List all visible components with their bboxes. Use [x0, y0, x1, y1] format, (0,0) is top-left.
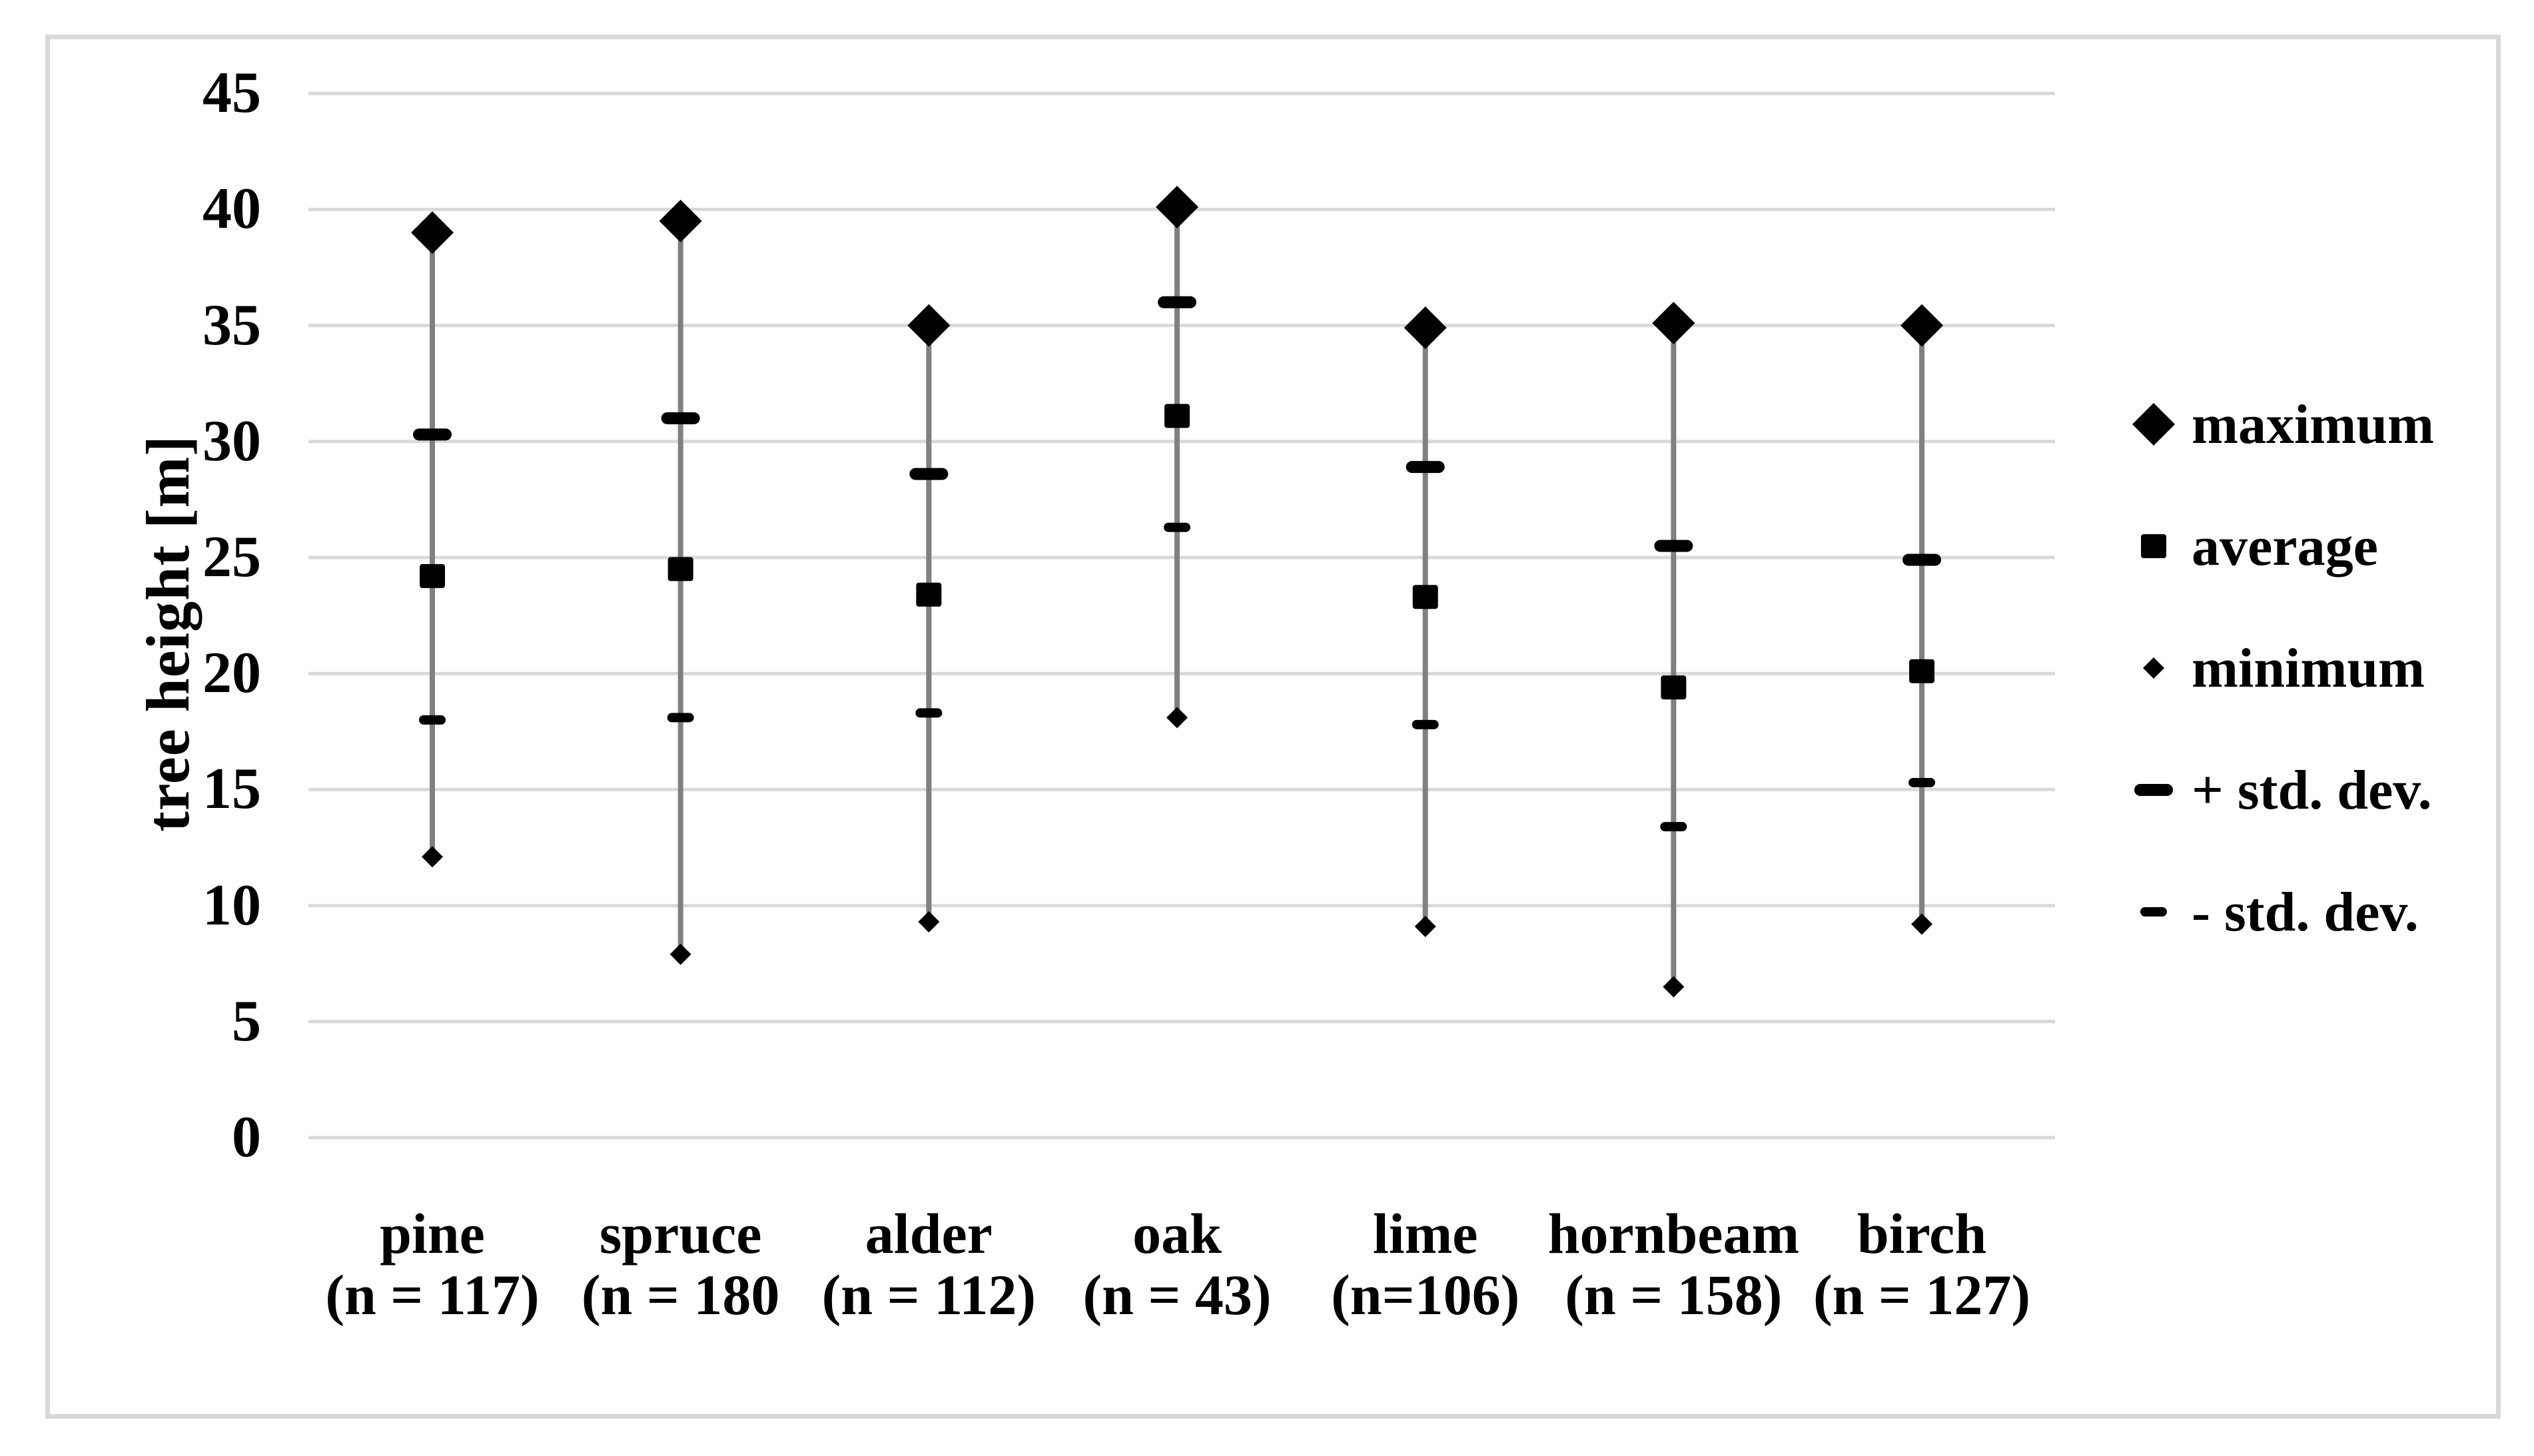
category-sample-size: (n = 117) — [325, 1263, 540, 1327]
y-tick-label-20: 20 — [203, 641, 261, 706]
category-name: pine — [380, 1202, 485, 1266]
y-tick-label-0: 0 — [232, 1105, 261, 1170]
category-series-birch — [1900, 304, 1944, 935]
category-label-birch: birch (n = 127) — [1782, 1203, 2062, 1325]
marker-std-dev-lime — [1406, 461, 1445, 474]
dash-thick-icon — [2115, 763, 2192, 817]
marker-minimum-lime — [1414, 915, 1436, 937]
square-icon — [2115, 520, 2192, 573]
category-name: spruce — [599, 1202, 762, 1266]
marker-average-pine — [420, 563, 445, 588]
legend-label: maximum — [2192, 393, 2434, 456]
dash-thin-icon — [2115, 885, 2192, 938]
marker-std-dev-pine — [419, 715, 446, 725]
marker-std-dev-pine — [413, 428, 452, 441]
gridlines — [308, 91, 2055, 1140]
marker-minimum-hornbeam — [1663, 976, 1685, 998]
category-series-alder — [907, 304, 951, 932]
marker-std-dev-birch — [1902, 553, 1942, 566]
legend-marker-shape-dash-thin — [2140, 907, 2167, 916]
legend-item-average: average — [2115, 506, 2528, 586]
marker-minimum-birch — [1911, 913, 1933, 935]
category-series-lime — [1404, 306, 1447, 937]
marker-minimum-oak — [1166, 707, 1188, 729]
y-tick-label-25: 25 — [203, 525, 261, 589]
diamond-large-icon — [2115, 398, 2192, 451]
legend-marker-shape-square — [2140, 534, 2166, 558]
marker-maximum-pine — [411, 211, 454, 254]
marker-minimum-spruce — [669, 943, 691, 965]
y-tick-label-35: 35 — [203, 292, 261, 358]
legend-marker-shape-diamond-large — [2132, 403, 2175, 446]
legend-marker-shape-diamond-small — [2142, 657, 2164, 679]
legend-item-minimum: minimum — [2115, 628, 2528, 708]
marker-minimum-pine — [422, 846, 443, 868]
category-series-spruce — [659, 199, 702, 965]
category-label-spruce: spruce (n = 180 — [541, 1203, 821, 1325]
marker-std-dev-oak — [1164, 522, 1191, 532]
marker-std-dev-alder — [909, 468, 949, 480]
category-label-hornbeam: hornbeam (n = 158) — [1533, 1203, 1813, 1325]
marker-std-dev-birch — [1908, 777, 1936, 787]
marker-average-lime — [1412, 585, 1438, 609]
legend-item-std-dev: - std. dev. — [2115, 872, 2528, 952]
legend-label: average — [2192, 515, 2378, 577]
legend-marker-shape-dash-thick — [2134, 784, 2173, 796]
marker-std-dev-hornbeam — [1654, 540, 1693, 552]
category-series-hornbeam — [1652, 302, 1695, 998]
marker-maximum-oak — [1156, 185, 1199, 228]
y-tick-label-45: 45 — [203, 61, 261, 126]
figure-border — [45, 35, 2501, 1419]
series-layer — [411, 185, 1944, 998]
category-sample-size: (n = 180 — [581, 1263, 780, 1327]
category-label-alder: alder (n = 112) — [789, 1203, 1068, 1325]
marker-std-dev-alder — [915, 708, 943, 718]
y-tick-label-10: 10 — [203, 873, 261, 938]
legend-label: minimum — [2192, 637, 2425, 699]
category-sample-size: (n = 158) — [1565, 1263, 1783, 1327]
category-sample-size: (n = 127) — [1813, 1263, 2031, 1327]
category-name: hornbeam — [1547, 1202, 1800, 1266]
category-name: birch — [1857, 1202, 1987, 1266]
marker-maximum-lime — [1404, 306, 1447, 350]
marker-average-alder — [916, 582, 942, 607]
marker-minimum-alder — [918, 910, 940, 932]
legend-item-std-dev: + std. dev. — [2115, 750, 2528, 830]
legend-item-maximum: maximum — [2115, 384, 2528, 464]
category-sample-size: (n=106) — [1331, 1263, 1520, 1327]
marker-average-oak — [1164, 404, 1190, 428]
category-label-pine: pine (n = 117) — [292, 1203, 572, 1325]
marker-std-dev-lime — [1412, 719, 1439, 729]
category-sample-size: (n = 43) — [1082, 1263, 1272, 1327]
y-tick-label-15: 15 — [203, 757, 261, 822]
y-tick-label-40: 40 — [203, 177, 261, 242]
category-name: oak — [1132, 1202, 1222, 1266]
legend-label: - std. dev. — [2192, 881, 2419, 943]
category-series-pine — [411, 211, 454, 868]
marker-std-dev-spruce — [661, 412, 700, 424]
marker-std-dev-oak — [1158, 296, 1197, 308]
marker-maximum-birch — [1900, 304, 1944, 347]
marker-std-dev-spruce — [667, 713, 694, 723]
y-tick-label-5: 5 — [232, 988, 261, 1054]
diamond-small-icon — [2115, 641, 2192, 695]
legend-label: + std. dev. — [2192, 759, 2432, 821]
y-tick-label-30: 30 — [203, 408, 261, 474]
marker-average-spruce — [667, 557, 693, 581]
category-series-oak — [1156, 185, 1199, 729]
category-name: lime — [1372, 1202, 1478, 1266]
category-label-lime: lime (n=106) — [1286, 1203, 1565, 1325]
marker-maximum-hornbeam — [1652, 302, 1695, 345]
marker-average-hornbeam — [1661, 675, 1687, 700]
marker-maximum-alder — [907, 304, 951, 347]
marker-maximum-spruce — [659, 199, 702, 242]
marker-average-birch — [1909, 659, 1935, 683]
category-name: alder — [865, 1202, 993, 1266]
category-sample-size: (n = 112) — [821, 1263, 1037, 1327]
category-label-oak: oak (n = 43) — [1037, 1203, 1317, 1325]
marker-std-dev-hornbeam — [1660, 822, 1687, 832]
